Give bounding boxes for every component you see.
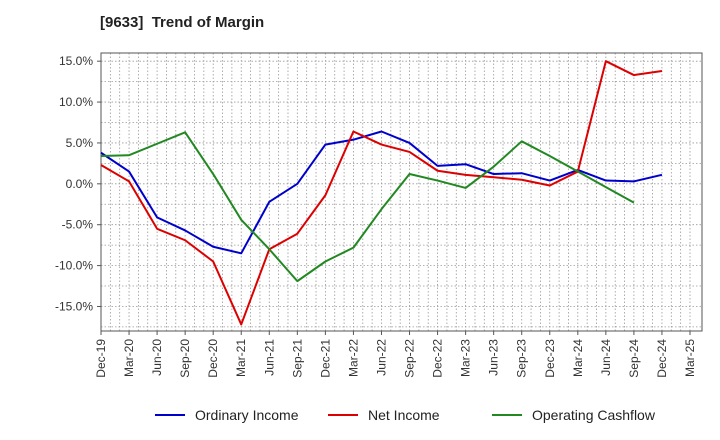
x-tick-label: Sep-22 bbox=[403, 339, 417, 378]
x-tick-label: Dec-21 bbox=[318, 339, 332, 378]
x-tick-label: Dec-22 bbox=[431, 339, 445, 378]
y-tick-label: -15.0% bbox=[55, 299, 93, 313]
x-tick-label: Mar-24 bbox=[571, 339, 585, 377]
series-line-operating-cashflow bbox=[100, 131, 635, 283]
x-tick-label: Dec-19 bbox=[94, 339, 108, 378]
chart-title: [9633] Trend of Margin bbox=[100, 14, 265, 31]
x-tick-label: Dec-20 bbox=[206, 339, 220, 378]
y-tick-label: 10.0% bbox=[59, 95, 93, 109]
x-tick-label: Mar-23 bbox=[459, 339, 473, 377]
legend-label: Ordinary Income bbox=[195, 407, 299, 423]
x-tick-label: Jun-20 bbox=[150, 339, 164, 376]
x-tick-label: Jun-23 bbox=[487, 339, 501, 376]
x-tick-label: Mar-22 bbox=[346, 339, 360, 377]
y-tick-label: 5.0% bbox=[66, 136, 94, 150]
x-tick-label: Sep-21 bbox=[290, 339, 304, 378]
series-line-net-income bbox=[100, 60, 663, 326]
y-tick-label: 0.0% bbox=[66, 177, 94, 191]
legend-label: Operating Cashflow bbox=[532, 407, 656, 423]
x-tick-label: Sep-23 bbox=[515, 339, 529, 378]
x-tick-label: Sep-24 bbox=[627, 339, 641, 378]
x-tick-label: Mar-25 bbox=[683, 339, 697, 377]
y-tick-label: -5.0% bbox=[62, 218, 94, 232]
plot-area bbox=[101, 53, 702, 331]
series-line-ordinary-income bbox=[100, 130, 663, 255]
y-tick-label: 15.0% bbox=[59, 54, 93, 68]
x-tick-label: Mar-20 bbox=[122, 339, 136, 377]
x-tick-label: Jun-21 bbox=[262, 339, 276, 376]
legend-label: Net Income bbox=[368, 407, 440, 423]
x-tick-label: Mar-21 bbox=[234, 339, 248, 377]
x-tick-label: Jun-22 bbox=[374, 339, 388, 376]
x-tick-label: Dec-23 bbox=[543, 339, 557, 378]
y-tick-label: -10.0% bbox=[55, 259, 93, 273]
x-tick-label: Sep-20 bbox=[178, 339, 192, 378]
plot-border bbox=[100, 52, 703, 332]
x-tick-label: Jun-24 bbox=[599, 339, 613, 376]
x-tick-label: Dec-24 bbox=[655, 339, 669, 378]
